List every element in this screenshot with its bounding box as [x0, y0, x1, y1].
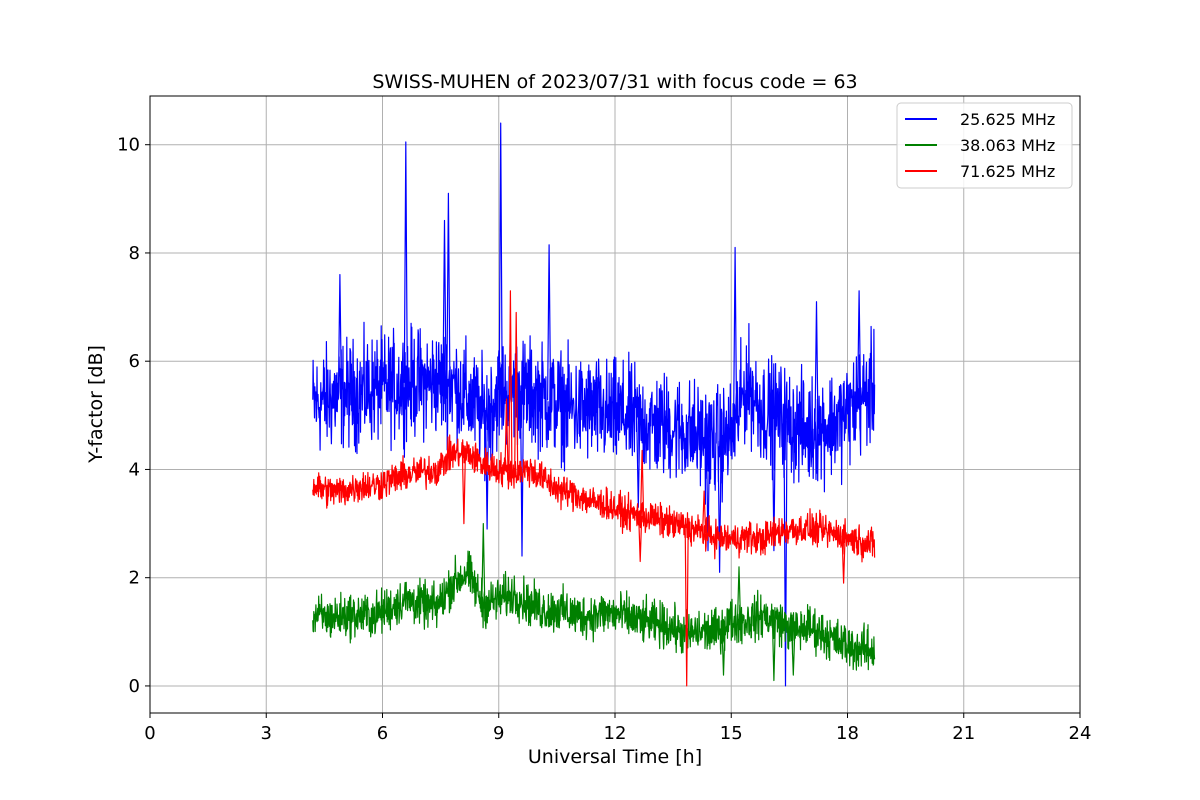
series-line [312, 523, 876, 682]
x-tick-label: 24 [1069, 723, 1092, 744]
x-axis-label: Universal Time [h] [528, 746, 702, 768]
x-tick-label: 9 [493, 723, 504, 744]
y-tick-label: 6 [129, 351, 140, 372]
series-line [312, 122, 876, 687]
legend-label: 38.063 MHz [960, 136, 1055, 155]
y-tick-label: 2 [129, 568, 140, 589]
y-tick-label: 10 [117, 135, 140, 156]
legend-box [896, 102, 1073, 189]
y-tick-label: 8 [129, 243, 140, 264]
legend-label: 25.625 MHz [960, 110, 1055, 129]
x-tick-label: 15 [720, 723, 743, 744]
y-axis-label: Y-factor [dB] [85, 345, 107, 464]
x-tick-label: 12 [604, 723, 627, 744]
legend-label: 71.625 MHz [960, 162, 1055, 181]
x-tick-label: 0 [144, 723, 155, 744]
y-tick-label: 0 [129, 676, 140, 697]
y-axis-ticks: 0 2 4 6 8 10 [117, 135, 150, 697]
chart-title: SWISS-MUHEN of 2023/07/31 with focus cod… [372, 71, 857, 93]
legend: 25.625 MHz 38.063 MHz 71.625 MHz [896, 102, 1073, 189]
x-tick-label: 6 [377, 723, 388, 744]
y-tick-label: 4 [129, 459, 140, 480]
x-tick-label: 18 [836, 723, 859, 744]
x-tick-label: 21 [952, 723, 975, 744]
series-layer [312, 122, 876, 687]
x-axis-ticks: 0 3 6 9 12 15 18 21 24 [144, 713, 1091, 744]
x-tick-label: 3 [261, 723, 272, 744]
series-line [312, 290, 876, 687]
